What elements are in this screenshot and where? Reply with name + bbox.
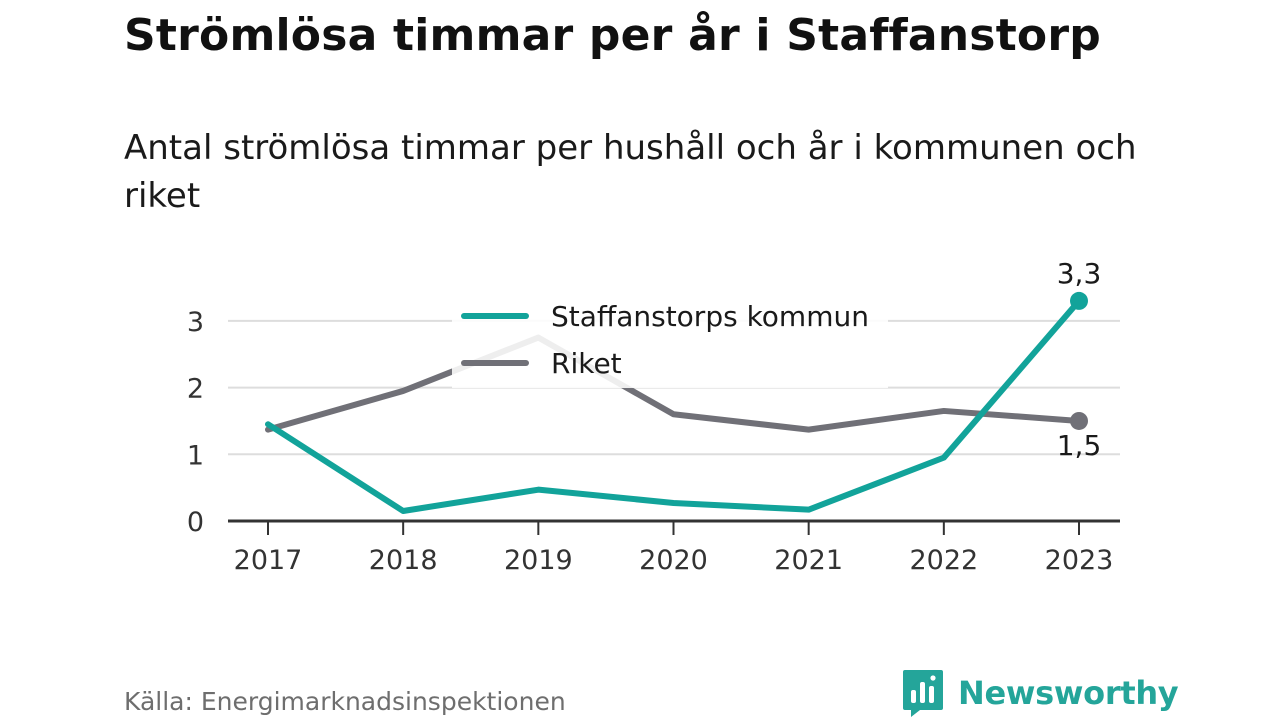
chart-title: Strömlösa timmar per år i Staffanstorp	[124, 10, 1101, 61]
x-tick-label: 2017	[234, 545, 303, 576]
series-line-riket	[265, 334, 1082, 433]
y-tick-label: 3	[187, 307, 204, 338]
chart-subtitle: Antal strömlösa timmar per hushåll och å…	[124, 128, 1137, 216]
end-labels: 3,3 1,5	[1057, 257, 1102, 462]
end-label-staffanstorp: 3,3	[1057, 257, 1102, 290]
newsworthy-logo-icon	[903, 670, 943, 717]
legend: Staffanstorps kommun Riket	[452, 292, 888, 388]
legend-label: Riket	[551, 347, 622, 380]
x-tick-label: 2023	[1045, 545, 1114, 576]
x-axis: 2017 2018 2019 2020 2021 2022 2023	[228, 519, 1120, 576]
x-tick-label: 2020	[639, 545, 708, 576]
series	[265, 291, 1088, 514]
line-chart: 0 1 2 3 2017 2018 2019 2020 2021 2022 2023 Staffa…	[187, 257, 1120, 576]
end-point-riket	[1070, 411, 1088, 430]
source-note: Källa: Energimarknadsinspektionen	[124, 687, 566, 716]
y-axis: 0 1 2 3	[187, 307, 204, 538]
y-tick-label: 0	[187, 507, 204, 538]
x-tick-label: 2022	[909, 545, 978, 576]
legend-label: Staffanstorps kommun	[551, 300, 869, 333]
end-point-staffanstorp	[1070, 291, 1088, 310]
x-tick-label: 2018	[369, 545, 438, 576]
brand-logo: Newsworthy	[902, 668, 1179, 718]
x-tick-label: 2019	[504, 545, 573, 576]
legend-background	[452, 292, 888, 388]
y-tick-label: 2	[187, 374, 204, 405]
x-tick-label: 2021	[774, 545, 843, 576]
end-label-riket: 1,5	[1057, 429, 1102, 462]
series-line-staffanstorp	[265, 297, 1082, 514]
brand-name: Newsworthy	[958, 674, 1179, 712]
y-tick-label: 1	[187, 440, 204, 471]
